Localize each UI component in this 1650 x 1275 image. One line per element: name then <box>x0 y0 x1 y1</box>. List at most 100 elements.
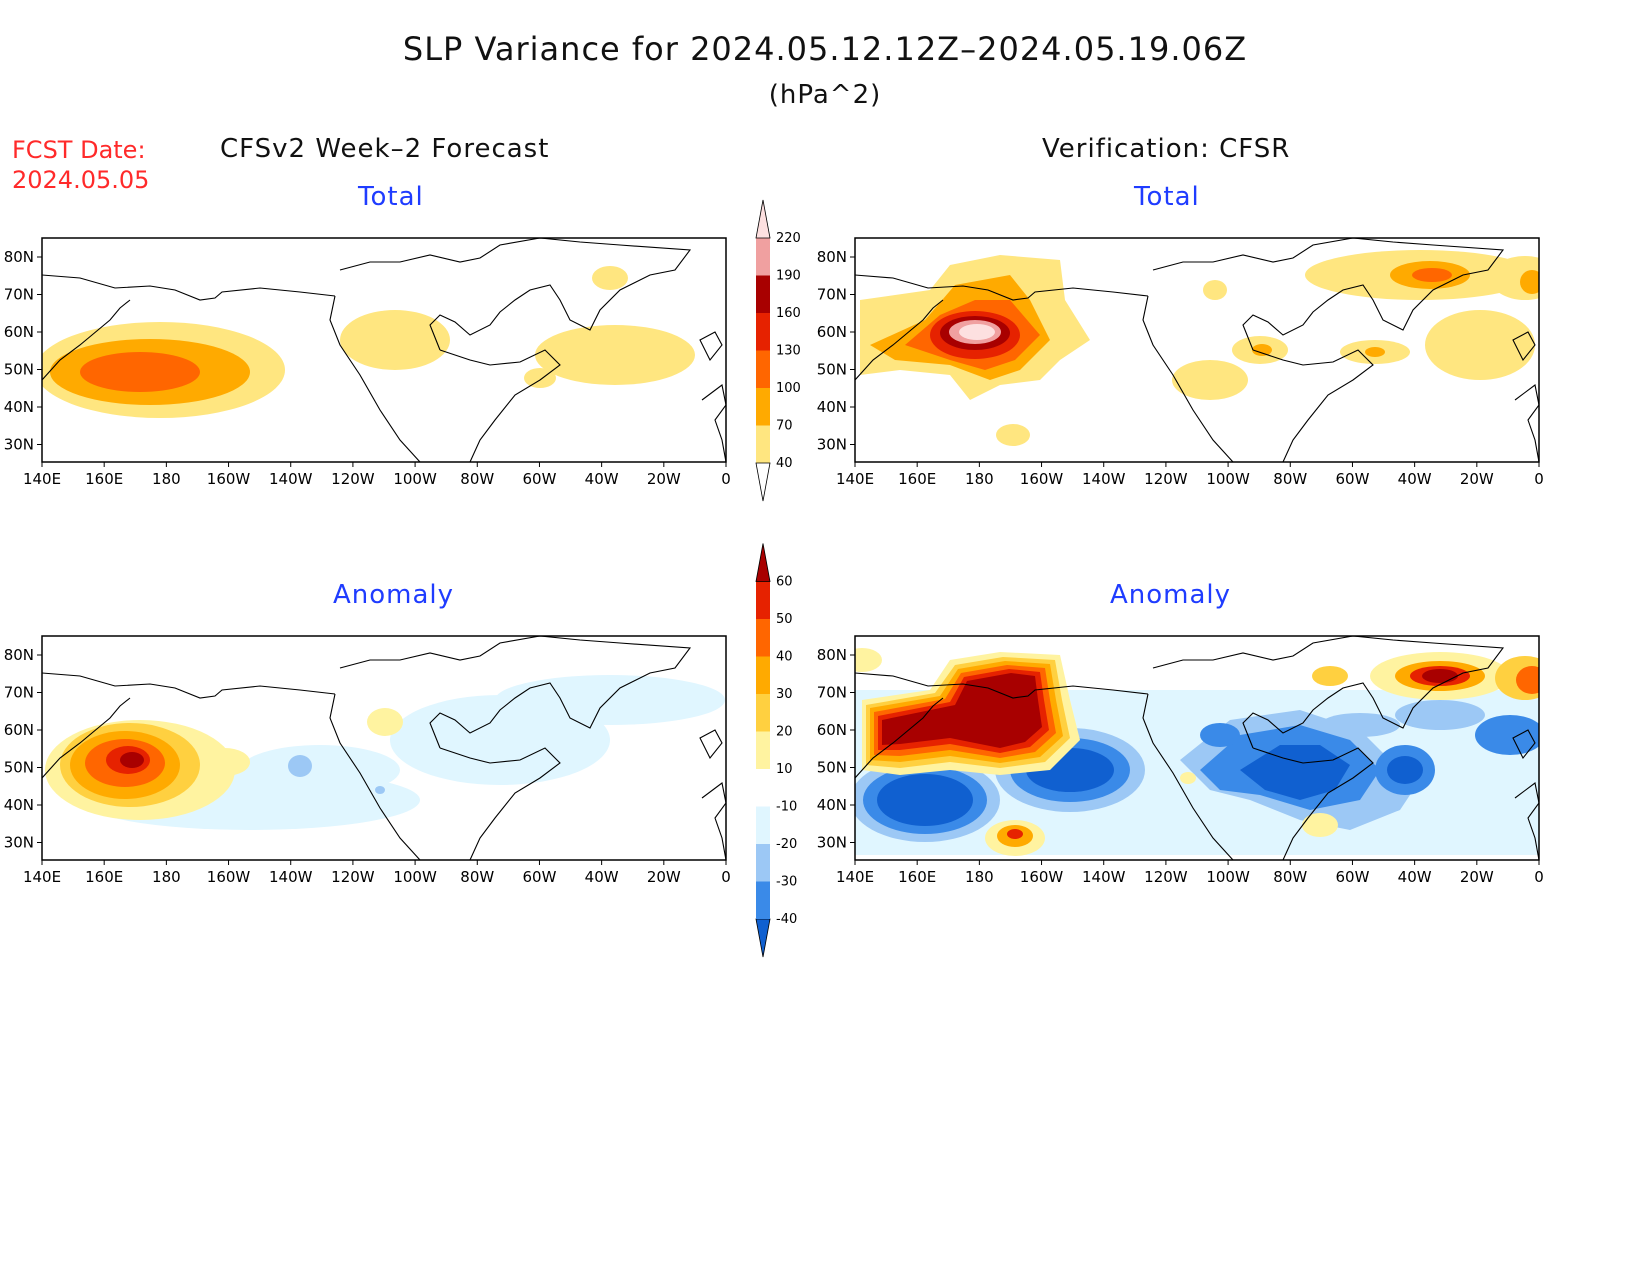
lon-tick-label: 100W <box>1206 470 1250 488</box>
lon-tick-label: 0 <box>1534 868 1544 886</box>
lat-tick-label: 60N <box>4 323 34 341</box>
anomaly-colorbar: -40 -30 -20 -10 10 20 30 40 50 60 <box>755 543 797 958</box>
lat-tick-label: 40N <box>4 398 34 416</box>
fcst-date-value: 2024.05.05 <box>12 166 150 194</box>
colorbar-label: 190 <box>776 269 801 284</box>
colorbar-label: -20 <box>776 837 797 852</box>
lat-tick-label: 50N <box>4 759 34 777</box>
lon-tick-label: 140W <box>269 470 313 488</box>
lon-tick-label: 40W <box>1398 470 1432 488</box>
lon-tick-label: 120W <box>331 470 375 488</box>
verification-anomaly-frame <box>854 635 1540 861</box>
lat-tick-label: 80N <box>4 646 34 664</box>
lat-tick-label: 50N <box>4 361 34 379</box>
forecast-total-title: Total <box>358 182 424 212</box>
lat-tick-label: 70N <box>4 684 34 702</box>
verification-anomaly-title: Anomaly <box>1110 580 1232 610</box>
colorbar-label: 220 <box>776 231 801 246</box>
colorbar-label: 40 <box>776 650 793 665</box>
colorbar-swatch <box>756 656 770 694</box>
colorbar-upper-extension <box>755 543 771 582</box>
colorbar-swatch <box>756 769 770 807</box>
colorbar-lower-extension <box>755 462 771 502</box>
lat-tick-label: 30N <box>817 834 847 852</box>
verification-column-title: Verification: CFSR <box>1042 134 1291 164</box>
lat-tick-label: 70N <box>4 286 34 304</box>
forecast-total-map <box>41 237 727 463</box>
lat-tick-label: 40N <box>4 796 34 814</box>
lon-tick-label: 120W <box>1144 470 1188 488</box>
lon-tick-label: 160W <box>207 470 251 488</box>
lon-tick-label: 20W <box>647 868 681 886</box>
verification-total-shading <box>860 250 1539 446</box>
colorbar-label: -30 <box>776 875 797 890</box>
colorbar-swatch <box>756 619 770 657</box>
lon-tick-label: 180 <box>965 868 994 886</box>
lat-tick-label: 60N <box>4 721 34 739</box>
colorbar-label: 50 <box>776 612 793 627</box>
colorbar-label: 130 <box>776 344 801 359</box>
verification-total-coastlines <box>855 238 1539 462</box>
lat-tick-label: 80N <box>817 646 847 664</box>
lon-tick-label: 40W <box>585 868 619 886</box>
lon-tick-label: 160W <box>207 868 251 886</box>
colorbar-label: 70 <box>776 419 793 434</box>
colorbar-label: -40 <box>776 912 797 927</box>
total-colorbar: 40 70 100 130 160 190 220 <box>755 199 801 502</box>
colorbar-label: 10 <box>776 762 793 777</box>
lon-tick-label: 0 <box>721 470 731 488</box>
verification-total-map <box>854 237 1540 463</box>
colorbar-label: -10 <box>776 800 797 815</box>
verification-anomaly-map <box>854 635 1540 861</box>
colorbar-label: 40 <box>776 456 793 471</box>
lon-tick-label: 20W <box>647 470 681 488</box>
lon-tick-label: 100W <box>393 868 437 886</box>
forecast-anomaly-title: Anomaly <box>333 580 455 610</box>
forecast-anomaly-coastlines <box>42 636 726 860</box>
lon-tick-label: 160E <box>85 868 123 886</box>
colorbar-swatch <box>756 425 770 463</box>
colorbar-swatch <box>756 731 770 769</box>
lon-tick-label: 0 <box>1534 470 1544 488</box>
lon-tick-label: 80W <box>1273 470 1307 488</box>
lon-tick-label: 60W <box>1335 470 1369 488</box>
lon-tick-label: 100W <box>393 470 437 488</box>
forecast-total-coastlines <box>42 238 726 462</box>
colorbar-label: 30 <box>776 687 793 702</box>
lat-tick-label: 60N <box>817 721 847 739</box>
lon-tick-label: 20W <box>1460 868 1494 886</box>
lon-tick-label: 20W <box>1460 470 1494 488</box>
lon-tick-label: 120W <box>1144 868 1188 886</box>
main-title: SLP Variance for 2024.05.12.12Z–2024.05.… <box>402 30 1248 68</box>
lon-tick-label: 140W <box>269 868 313 886</box>
lon-tick-label: 140E <box>836 868 874 886</box>
lon-tick-label: 160E <box>85 470 123 488</box>
colorbar-label: 20 <box>776 725 793 740</box>
lon-tick-label: 80W <box>460 470 494 488</box>
lat-tick-label: 50N <box>817 361 847 379</box>
lat-tick-label: 80N <box>4 248 34 266</box>
verification-anomaly-coastlines <box>855 636 1539 860</box>
lat-tick-label: 30N <box>4 834 34 852</box>
colorbar-swatch <box>756 238 770 276</box>
units-label: (hPa^2) <box>768 80 882 110</box>
verification-total-frame <box>854 237 1540 463</box>
lon-tick-label: 180 <box>965 470 994 488</box>
colorbar-swatch <box>756 350 770 388</box>
forecast-anomaly-map <box>41 635 727 861</box>
lon-tick-label: 160W <box>1020 868 1064 886</box>
lon-tick-label: 140W <box>1082 470 1126 488</box>
lon-tick-label: 120W <box>331 868 375 886</box>
colorbar-label: 60 <box>776 575 793 590</box>
lon-tick-label: 40W <box>585 470 619 488</box>
lat-tick-label: 70N <box>817 286 847 304</box>
colorbar-upper-extension <box>755 199 771 239</box>
lon-tick-label: 160E <box>898 470 936 488</box>
lon-tick-label: 160E <box>898 868 936 886</box>
lon-tick-label: 80W <box>1273 868 1307 886</box>
colorbar-swatch <box>756 313 770 351</box>
colorbar-label: 100 <box>776 381 801 396</box>
lon-tick-label: 40W <box>1398 868 1432 886</box>
lon-tick-label: 100W <box>1206 868 1250 886</box>
